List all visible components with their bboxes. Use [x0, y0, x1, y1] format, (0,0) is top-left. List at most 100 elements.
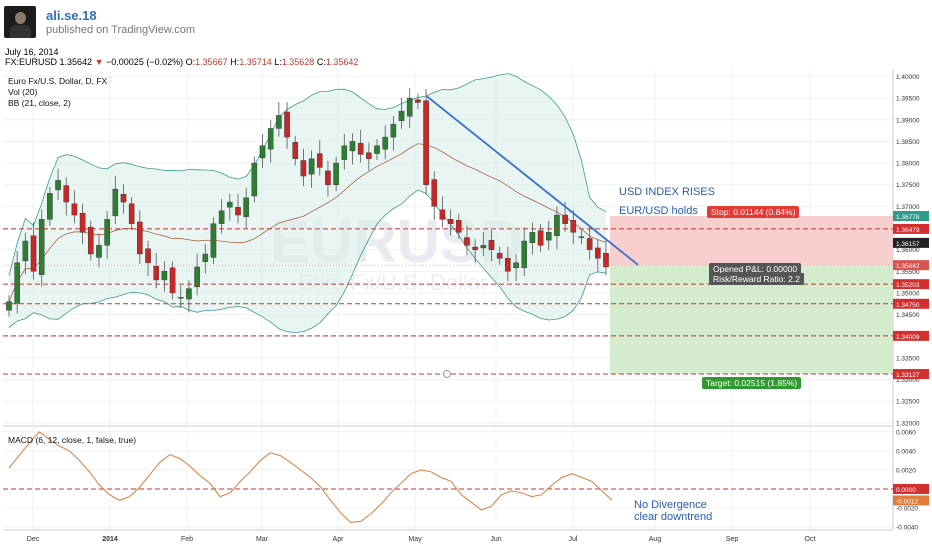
- low-label: L:: [274, 57, 282, 67]
- candle: [374, 139, 380, 161]
- bollinger-upper: [8, 73, 607, 276]
- y-tick-label: 1.38000: [896, 161, 920, 168]
- y-tick-label: 1.39000: [896, 117, 920, 124]
- price-change: −0.00025 (−0.02%): [106, 57, 184, 67]
- candle-body: [177, 297, 184, 299]
- low-value: 1.35628: [281, 57, 315, 67]
- macd-zero-tag: [893, 483, 929, 494]
- candle: [415, 93, 421, 109]
- candle-body: [259, 145, 266, 159]
- candle: [578, 230, 585, 245]
- candle: [349, 133, 356, 165]
- candle: [112, 175, 119, 225]
- macd-tick-label: 0.0040: [896, 448, 916, 455]
- candle: [79, 203, 86, 245]
- candle: [87, 220, 94, 261]
- candle: [63, 177, 70, 216]
- candle-body: [153, 265, 160, 281]
- candle: [235, 193, 241, 224]
- candle-body: [431, 179, 438, 207]
- level-tag-bg: [893, 369, 929, 380]
- macd-tick-label: -0.0040: [896, 525, 918, 532]
- candle-body: [14, 262, 20, 304]
- x-tick-label: Mar: [256, 536, 269, 543]
- candle: [71, 190, 78, 224]
- candle-body: [562, 214, 568, 224]
- candle-body: [145, 248, 151, 263]
- author-name[interactable]: ali.se.18: [46, 8, 97, 23]
- candle: [554, 206, 560, 250]
- candle: [104, 211, 110, 259]
- candle-body: [87, 226, 94, 255]
- legend-volume: Vol (20): [8, 87, 38, 97]
- candle-body: [186, 288, 192, 300]
- candle-body: [603, 252, 609, 268]
- candle: [439, 196, 446, 228]
- candle-body: [439, 209, 446, 220]
- candle-body: [112, 188, 119, 217]
- y-tick-label: 1.37000: [896, 204, 920, 211]
- y-tick-label: 1.39500: [896, 96, 920, 103]
- published-note: published on TradingView.com: [46, 24, 196, 36]
- candle-body: [251, 162, 258, 197]
- candle-body: [496, 252, 503, 259]
- macd-zero-label: 0.0000: [896, 487, 916, 494]
- candle: [210, 217, 217, 264]
- high-label: H:: [230, 57, 240, 67]
- candle: [325, 160, 331, 197]
- candle-body: [137, 221, 143, 255]
- macd-last-label: -0.0012: [896, 498, 918, 505]
- candle: [521, 227, 528, 277]
- candle: [202, 244, 209, 274]
- candle: [14, 250, 20, 314]
- candle-body: [63, 185, 70, 203]
- price-tag-bg: [893, 210, 929, 221]
- candle-body: [341, 145, 348, 160]
- y-tick-label: 1.32500: [896, 399, 920, 406]
- candle: [341, 134, 348, 170]
- trend-line: [426, 95, 639, 266]
- candle-body: [243, 197, 249, 217]
- candle: [447, 209, 454, 236]
- quote-line: FX:EURUSD 1.35642 ▼ −0.00025 (−0.02%) O:…: [5, 57, 358, 67]
- avatar[interactable]: [4, 6, 36, 38]
- bollinger-lower: [8, 189, 607, 333]
- no-divergence-note: No Divergence: [634, 499, 707, 511]
- candle: [161, 261, 168, 292]
- candle: [284, 102, 290, 149]
- macd-last-tag: [893, 495, 929, 506]
- x-tick-label: 2014: [102, 536, 118, 543]
- macd-pane: [3, 427, 893, 530]
- candle: [47, 186, 53, 226]
- level-tag-label: 1.35203: [896, 282, 920, 289]
- candle-body: [349, 141, 356, 152]
- macd-tick-label: 0.0020: [896, 467, 916, 474]
- candle: [464, 225, 470, 256]
- candle-body: [169, 267, 176, 294]
- candle-body: [529, 232, 536, 243]
- candle-body: [521, 240, 528, 269]
- candle-body: [161, 271, 168, 281]
- candle: [177, 285, 184, 309]
- x-tick-label: Aug: [649, 536, 662, 543]
- x-tick-label: Feb: [181, 536, 193, 543]
- y-tick-label: 1.36000: [896, 247, 920, 254]
- publish-header: ali.se.18 published on TradingView.com: [0, 0, 932, 44]
- candle: [390, 115, 397, 151]
- candle-body: [325, 170, 331, 185]
- candle-body: [406, 97, 413, 117]
- price-tag-label: 1.36157: [896, 241, 920, 248]
- y-tick-label: 1.40000: [896, 74, 920, 81]
- candle-body: [472, 246, 478, 250]
- x-tick-label: Jul: [569, 536, 578, 543]
- level-tag-label: 1.34750: [896, 302, 920, 309]
- candle-body: [554, 214, 560, 237]
- x-tick-label: May: [408, 536, 422, 543]
- y-tick-label: 1.35000: [896, 290, 920, 297]
- candle-body: [505, 258, 511, 272]
- usd-index-note: USD INDEX RISES: [619, 186, 715, 198]
- stop-label[interactable]: Stop: 0.01144 (0.84%): [707, 206, 800, 218]
- target-label[interactable]: Target: 0.02515 (1.85%): [702, 377, 802, 389]
- candle-body: [55, 180, 61, 191]
